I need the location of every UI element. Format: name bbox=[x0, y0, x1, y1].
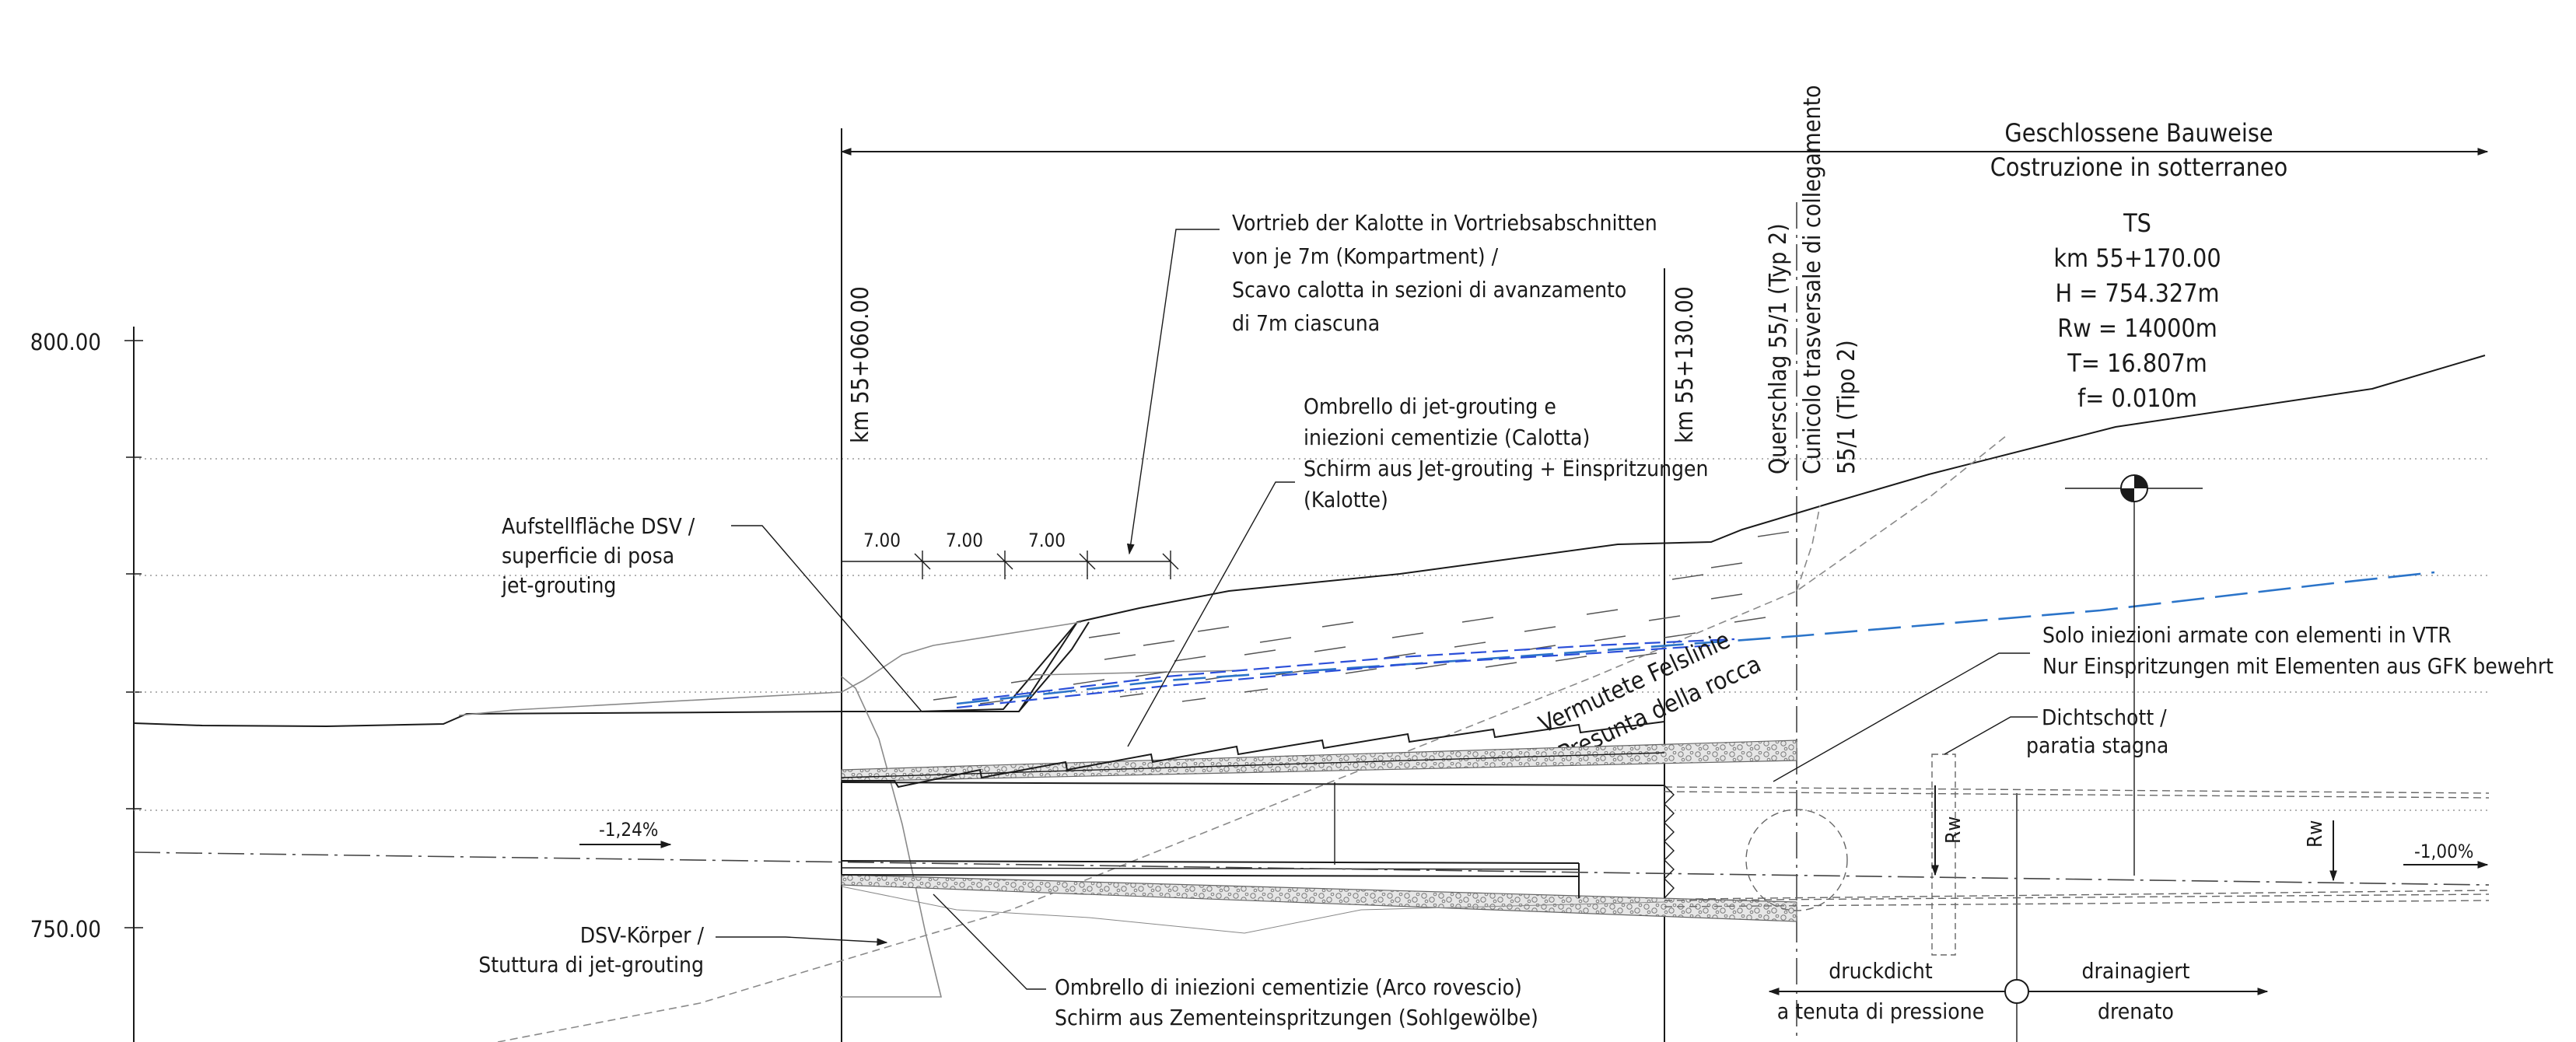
aufstell-line-1: Aufstellfläche DSV / bbox=[502, 513, 695, 539]
dichtschott-line-2: paratia stagna bbox=[2026, 733, 2168, 758]
ts-marker bbox=[2065, 474, 2203, 502]
gradient-right: -1,00% bbox=[2403, 841, 2489, 869]
terrain-surface bbox=[133, 355, 2486, 728]
aufstell-line-3: jet-grouting bbox=[501, 572, 616, 598]
construction-method-dimension: Geschlossene Bauweise Costruzione in sot… bbox=[840, 118, 2489, 182]
invert-umbrella bbox=[841, 874, 1797, 934]
gradient-right-label: -1,00% bbox=[2414, 841, 2473, 862]
zone-drenato: drenato bbox=[2098, 998, 2174, 1024]
segment-3: 7.00 bbox=[1028, 530, 1066, 551]
vortrieb-line-3: Scavo calotta in sezioni di avanzamento bbox=[1232, 277, 1626, 302]
gradient-left-label: -1,24% bbox=[599, 819, 658, 841]
zone-druckdicht: druckdicht bbox=[1829, 958, 1933, 984]
zone-tenuta: a tenuta di pressione bbox=[1777, 998, 1984, 1024]
tunnel-profile bbox=[133, 782, 2490, 907]
dsv-koerper-line-1: DSV-Körper / bbox=[580, 922, 705, 948]
cross-passage-line-2: Cunicolo trasversale di collegamento bbox=[1799, 85, 1826, 474]
ts-info-block: TS km 55+170.00 H = 754.327m Rw = 14000m… bbox=[2053, 208, 2221, 413]
crown-umbrella bbox=[841, 721, 1797, 788]
note-vortrieb: Vortrieb der Kalotte in Vortriebsabschni… bbox=[1126, 210, 1657, 555]
cross-passage-section: Rw Rw bbox=[1745, 482, 2337, 956]
rw-label-b: Rw bbox=[2304, 820, 2327, 848]
dsv-koerper-line-2: Stuttura di jet-grouting bbox=[478, 952, 704, 977]
segment-2: 7.00 bbox=[946, 530, 983, 551]
station-km-130: km 55+130.00 bbox=[1671, 286, 1699, 443]
ts-rw: Rw = 14000m bbox=[2057, 313, 2217, 343]
segment-dimension: 7.00 7.00 7.00 bbox=[842, 530, 1179, 579]
vortrieb-line-2: von je 7m (Kompartment) / bbox=[1232, 243, 1499, 269]
aufstell-line-2: superficie di posa bbox=[502, 543, 674, 568]
cross-passage-line-1: Querschlag 55/1 (Typ 2) bbox=[1765, 223, 1792, 474]
axis-label-750: 750.00 bbox=[30, 916, 101, 942]
reference-grid bbox=[134, 458, 2489, 811]
elevation-axis: 800.00 750.00 bbox=[30, 327, 143, 1042]
solo-iniezioni-line-1: Solo iniezioni armate con elementi in VT… bbox=[2042, 622, 2452, 648]
method-de: Geschlossene Bauweise bbox=[2004, 118, 2273, 148]
vortrieb-line-4: di 7m ciascuna bbox=[1232, 310, 1380, 336]
zone-drainagiert: drainagiert bbox=[2082, 958, 2190, 984]
method-it: Costruzione in sotterraneo bbox=[1990, 152, 2288, 182]
jet-grouting-body bbox=[497, 435, 2007, 1042]
note-invert-umbrella: Ombrello di iniezioni cementizie (Arco r… bbox=[933, 893, 1538, 1030]
cross-passage-line-3: 55/1 (Tipo 2) bbox=[1833, 340, 1860, 474]
ts-t: T= 16.807m bbox=[2067, 348, 2207, 378]
ombrello-jet-line-1: Ombrello di jet-grouting e bbox=[1304, 393, 1556, 419]
ombrello-arco-line-2: Schirm aus Zementeinspritzungen (Sohlgew… bbox=[1055, 1005, 1538, 1030]
note-gfk-injections: Solo iniezioni armate con elementi in VT… bbox=[1773, 622, 2553, 782]
axis-label-800: 800.00 bbox=[30, 329, 101, 355]
note-platform: Aufstellfläche DSV / superficie di posa … bbox=[501, 513, 922, 712]
note-bulkhead: Dichtschott / paratia stagna bbox=[1944, 705, 2168, 758]
ombrello-arco-line-1: Ombrello di iniezioni cementizie (Arco r… bbox=[1055, 974, 1522, 1000]
ts-f: f= 0.010m bbox=[2077, 383, 2197, 413]
dichtschott-line-1: Dichtschott / bbox=[2042, 705, 2167, 730]
soil-hatching bbox=[933, 531, 1790, 705]
ts-label: TS bbox=[2123, 208, 2151, 238]
gradient-left: -1,24% bbox=[579, 819, 672, 848]
segment-1: 7.00 bbox=[863, 530, 901, 551]
note-jet-body: DSV-Körper / Stuttura di jet-grouting bbox=[478, 922, 888, 977]
vortrieb-line-1: Vortrieb der Kalotte in Vortriebsabschni… bbox=[1232, 210, 1657, 236]
rw-label-a: Rw bbox=[1942, 816, 1965, 844]
ombrello-jet-line-2: iniezioni cementizie (Calotta) bbox=[1304, 425, 1590, 450]
ombrello-jet-line-4: (Kalotte) bbox=[1304, 487, 1388, 512]
drainage-zones: druckdicht a tenuta di pressione drainag… bbox=[1768, 958, 2269, 1024]
note-crown-umbrella: Ombrello di jet-grouting e iniezioni cem… bbox=[1127, 393, 1709, 747]
ombrello-jet-line-3: Schirm aus Jet-grouting + Einspritzungen bbox=[1304, 456, 1709, 481]
ts-km: km 55+170.00 bbox=[2053, 243, 2221, 273]
solo-iniezioni-line-2: Nur Einspritzungen mit Elementen aus GFK… bbox=[2042, 653, 2553, 679]
ts-h: H = 754.327m bbox=[2055, 278, 2219, 308]
station-km-060: km 55+060.00 bbox=[847, 286, 874, 443]
